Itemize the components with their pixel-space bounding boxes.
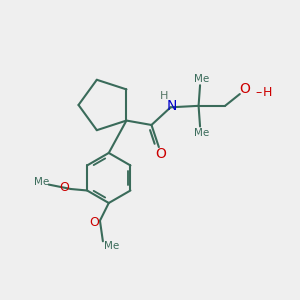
Text: –: – <box>256 86 262 99</box>
Text: Me: Me <box>34 177 49 187</box>
Text: Me: Me <box>104 241 119 251</box>
Text: H: H <box>263 86 272 99</box>
Text: O: O <box>239 82 250 96</box>
Text: H: H <box>160 91 168 100</box>
Text: Me: Me <box>194 74 209 84</box>
Text: O: O <box>155 146 166 161</box>
Text: Me: Me <box>194 128 209 138</box>
Text: O: O <box>90 216 100 229</box>
Text: N: N <box>167 99 177 113</box>
Text: O: O <box>59 181 69 194</box>
